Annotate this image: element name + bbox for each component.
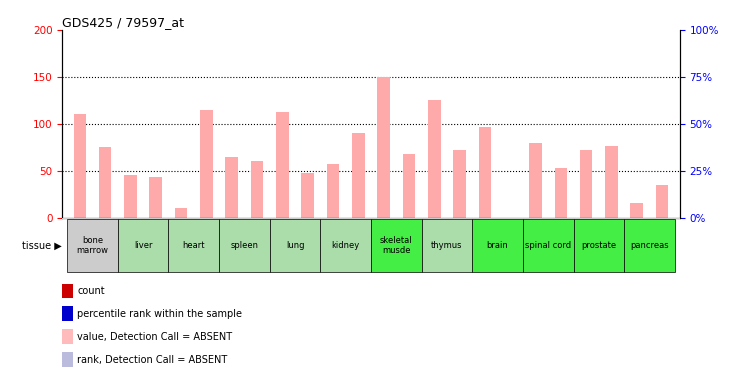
Bar xyxy=(352,133,365,218)
Text: liver: liver xyxy=(134,241,152,250)
Text: kidney: kidney xyxy=(332,241,360,250)
Bar xyxy=(168,219,219,272)
Text: lung: lung xyxy=(286,241,304,250)
Bar xyxy=(118,219,168,272)
Bar xyxy=(377,77,390,218)
Bar xyxy=(251,161,263,218)
Text: thymus: thymus xyxy=(431,241,463,250)
Bar xyxy=(529,142,542,218)
Bar xyxy=(403,154,415,218)
Text: GDS425 / 79597_at: GDS425 / 79597_at xyxy=(62,16,184,29)
Bar xyxy=(479,127,491,218)
Bar xyxy=(62,352,73,367)
Bar xyxy=(327,164,339,218)
Bar xyxy=(99,147,112,218)
Bar xyxy=(67,219,118,272)
Text: value, Detection Call = ABSENT: value, Detection Call = ABSENT xyxy=(77,332,232,342)
Text: spleen: spleen xyxy=(230,241,258,250)
Text: rank, Detection Call = ABSENT: rank, Detection Call = ABSENT xyxy=(77,355,228,365)
Bar xyxy=(276,112,289,218)
Text: tissue ▶: tissue ▶ xyxy=(22,241,61,250)
Bar xyxy=(62,330,73,344)
Text: spinal cord: spinal cord xyxy=(525,241,571,250)
Bar xyxy=(270,219,320,272)
Bar xyxy=(656,185,668,218)
Bar xyxy=(62,217,680,375)
Bar xyxy=(555,168,567,217)
Bar xyxy=(523,219,574,272)
Bar xyxy=(630,203,643,217)
Text: skeletal
musde: skeletal musde xyxy=(380,236,412,255)
Bar xyxy=(74,114,86,218)
Text: count: count xyxy=(77,286,105,296)
Bar xyxy=(574,219,624,272)
Bar xyxy=(422,219,472,272)
Bar xyxy=(200,110,213,218)
Text: percentile rank within the sample: percentile rank within the sample xyxy=(77,309,243,319)
Text: pancreas: pancreas xyxy=(630,241,669,250)
Bar xyxy=(453,150,466,217)
Bar xyxy=(428,100,441,218)
Text: bone
marrow: bone marrow xyxy=(77,236,108,255)
Bar xyxy=(580,150,593,217)
Bar xyxy=(219,219,270,272)
Bar xyxy=(62,284,73,298)
Bar xyxy=(149,177,162,218)
Bar xyxy=(124,176,137,217)
Bar xyxy=(624,219,675,272)
Bar xyxy=(320,219,371,272)
Bar xyxy=(371,219,422,272)
Bar xyxy=(301,172,314,217)
Text: heart: heart xyxy=(183,241,205,250)
Bar xyxy=(225,157,238,218)
Bar xyxy=(175,208,187,218)
Text: brain: brain xyxy=(487,241,509,250)
Bar xyxy=(472,219,523,272)
Text: prostate: prostate xyxy=(581,241,616,250)
Bar xyxy=(605,146,618,218)
Bar xyxy=(62,306,73,321)
